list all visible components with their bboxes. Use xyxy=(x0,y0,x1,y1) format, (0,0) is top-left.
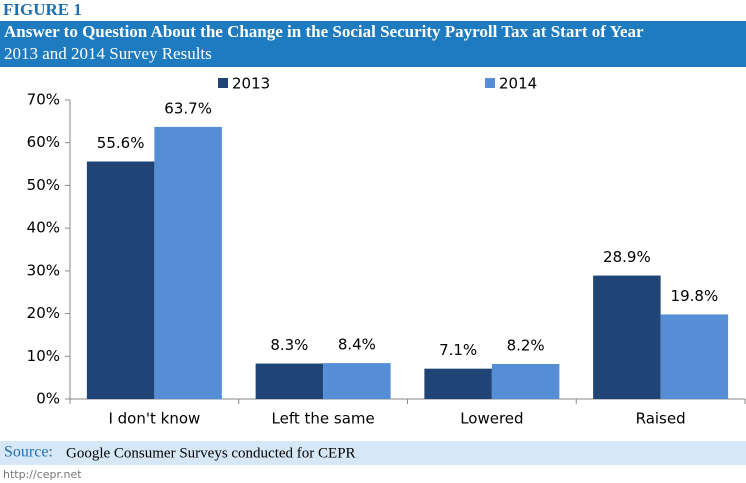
x-tick-label: I don't know xyxy=(108,410,200,428)
value-label: 28.9% xyxy=(603,248,651,266)
source-label: Source: xyxy=(4,444,53,461)
y-tick-label: 30% xyxy=(27,261,60,279)
source-band xyxy=(0,441,746,465)
chart-title: Answer to Question About the Change in t… xyxy=(4,22,644,41)
bar xyxy=(154,126,222,399)
x-tick-label: Raised xyxy=(636,410,686,428)
value-label: 63.7% xyxy=(164,99,212,117)
bar xyxy=(424,368,492,399)
x-tick-label: Left the same xyxy=(272,410,375,428)
bar xyxy=(255,363,324,399)
bar xyxy=(86,161,155,399)
legend-label: 2014 xyxy=(499,75,537,93)
y-tick-label: 0% xyxy=(36,390,60,408)
value-label: 8.2% xyxy=(507,336,545,354)
figure-label: FIGURE 1 xyxy=(3,0,82,19)
y-tick-label: 40% xyxy=(27,219,60,237)
y-tick-label: 20% xyxy=(27,304,60,322)
y-tick-label: 10% xyxy=(27,347,60,365)
y-tick-label: 60% xyxy=(27,133,60,151)
value-label: 8.4% xyxy=(338,336,376,354)
footer: http://cepr.net xyxy=(3,468,82,481)
value-label: 55.6% xyxy=(97,134,145,152)
y-tick-label: 70% xyxy=(27,91,60,109)
bar xyxy=(491,363,560,399)
legend-swatch xyxy=(485,78,495,88)
bar xyxy=(323,363,391,399)
title-band xyxy=(0,21,746,67)
y-tick-label: 50% xyxy=(27,176,60,194)
source: Google Consumer Surveys conducted for CE… xyxy=(66,445,356,461)
value-label: 7.1% xyxy=(439,341,477,359)
legend-label: 2013 xyxy=(232,75,270,93)
x-tick-label: Lowered xyxy=(460,410,523,428)
bar xyxy=(593,275,661,399)
value-label: 19.8% xyxy=(671,287,719,305)
value-label: 8.3% xyxy=(270,336,308,354)
bar xyxy=(660,314,729,399)
chart-subtitle: 2013 and 2014 Survey Results xyxy=(4,44,212,63)
legend-swatch xyxy=(218,78,228,88)
